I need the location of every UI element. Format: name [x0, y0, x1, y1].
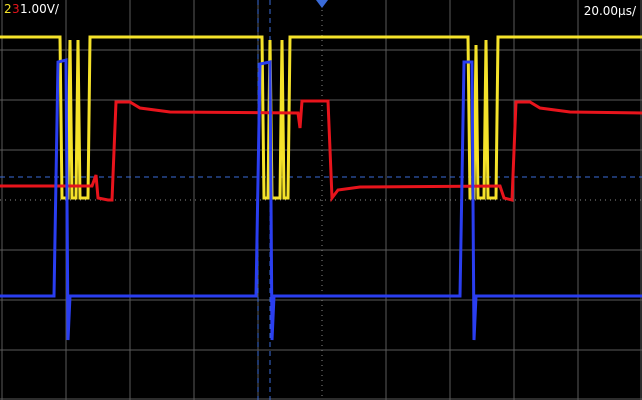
channel-label: 3	[12, 2, 20, 16]
trigger-marker	[316, 0, 328, 8]
trace-ch1	[0, 58, 642, 341]
timebase: 20.00µs/	[584, 4, 637, 18]
volt-scale: 1.00V/	[20, 2, 60, 16]
trace-ch3	[0, 99, 642, 203]
channel-label: 2	[4, 2, 12, 16]
trace-ch2	[0, 35, 642, 200]
